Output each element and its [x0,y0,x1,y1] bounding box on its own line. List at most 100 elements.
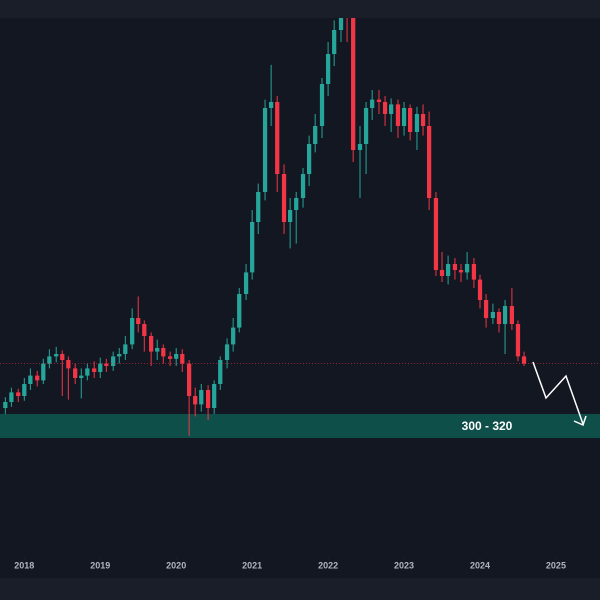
candle-body [502,306,508,324]
candle-body [458,270,464,273]
candle-body [250,222,255,273]
candle-body [332,30,337,54]
x-tick-label: 2021 [242,560,262,570]
plot-area [0,18,600,438]
candle-body [79,375,84,378]
candle-body [155,348,160,352]
candle-body [149,336,154,352]
candle-body [256,192,261,222]
candle-body [521,356,527,364]
x-tick-label: 2022 [318,560,338,570]
x-tick-label: 2018 [14,560,34,570]
candle-body [231,327,236,345]
candle-body [370,99,375,108]
candle-body [357,144,363,150]
candle-body [47,356,52,364]
candle-body [66,360,71,369]
candle-body [35,375,40,381]
zone-label: 300 - 320 [462,419,513,433]
candle-body [41,363,46,381]
candle-body [54,354,59,357]
candle-body [161,348,166,357]
candle-body [477,279,483,300]
candle-body [111,356,116,366]
candle-body [224,344,230,360]
x-tick-label: 2025 [546,560,566,570]
candle-body [180,354,185,364]
candle-body [439,270,445,276]
candle-body [218,360,223,384]
candle-body [16,392,21,396]
candle-body [98,363,103,372]
candle-body [142,324,147,336]
candle-body [60,354,65,360]
candle-body [130,318,135,345]
candle-body [515,324,521,357]
candle-body [199,390,204,405]
candle-body [363,108,369,144]
candle-body [490,312,496,318]
candle-body [509,306,515,324]
candle-body [426,126,432,198]
candle-body [306,144,312,174]
candle-body [382,102,388,114]
candle-body [408,108,413,132]
candle-body [92,368,97,372]
candle-body [420,114,426,126]
candle-body [351,18,356,150]
candle-body [28,375,33,384]
candle-body [294,198,299,210]
candle-body [136,318,141,324]
candle-body [300,174,306,198]
candle-body [288,210,293,222]
candle-body [483,300,489,318]
candle-body [269,102,274,108]
candle-body [3,402,8,408]
bottom-bar [0,578,600,600]
candle-body [262,108,268,192]
candle-body [389,104,394,114]
candle-body [401,108,407,126]
candle-body [73,368,78,378]
x-tick-label: 2023 [394,560,414,570]
candle-body [433,198,439,270]
candle-body [85,368,90,376]
candle-body [22,384,27,396]
candle-body [275,102,280,174]
candle-body [104,363,109,366]
candle-body [186,363,192,396]
arrow-head [573,415,587,427]
top-bar [0,0,600,18]
candle-body [117,354,122,357]
candle-body [174,354,179,359]
x-tick-label: 2019 [90,560,110,570]
candle-body [123,344,128,354]
candle-body [414,114,420,132]
candle-body [212,384,217,408]
candle-body [193,396,198,405]
time-axis: 2018 2019 2020 2021 2022 2023 2024 2025 [14,558,566,570]
overlay [532,361,587,427]
candle-body [205,390,211,408]
support-zone [0,414,600,438]
candle-body [281,174,287,222]
candle-body [168,356,173,359]
candle-body [319,84,325,126]
candle-body [464,264,470,273]
candle-body [471,264,477,280]
candle-body [395,104,401,126]
candle-body [452,264,458,270]
candle-body [9,392,14,402]
candle-body [237,294,242,328]
candle-body [313,126,318,144]
x-tick-label: 2024 [470,560,490,570]
candle-body [445,264,451,276]
candle-body [243,272,249,294]
candle-body [325,54,331,84]
candle-body [338,18,344,30]
candle-body [496,312,502,324]
x-tick-label: 2020 [166,560,186,570]
